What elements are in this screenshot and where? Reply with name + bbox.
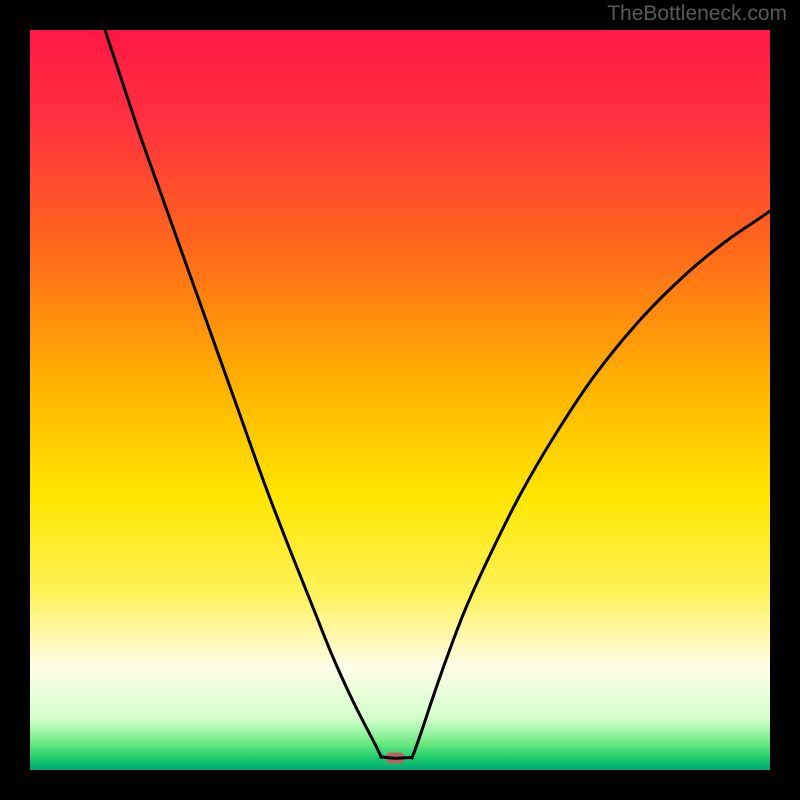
chart-container: TheBottleneck.com xyxy=(0,0,800,800)
bottleneck-chart xyxy=(0,0,800,800)
attribution-label: TheBottleneck.com xyxy=(607,2,787,26)
